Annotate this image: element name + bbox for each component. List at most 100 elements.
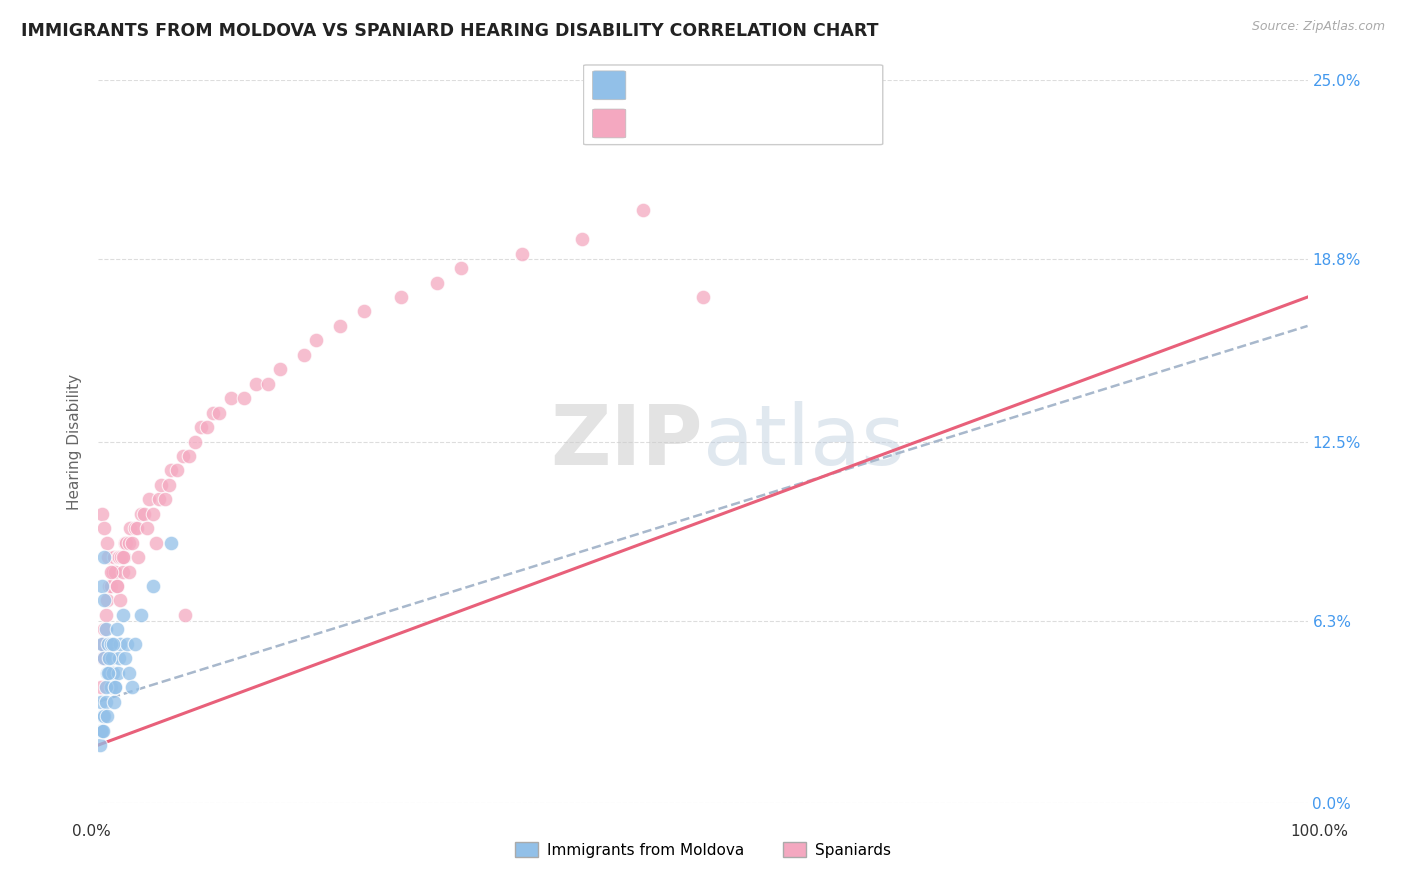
Point <box>129 507 152 521</box>
Point <box>103 695 125 709</box>
Point <box>96 593 118 607</box>
Point <box>100 565 122 579</box>
Point <box>91 651 114 665</box>
Point <box>389 290 412 304</box>
Point <box>98 665 121 680</box>
Point <box>91 723 114 738</box>
Text: IMMIGRANTS FROM MOLDOVA VS SPANIARD HEARING DISABILITY CORRELATION CHART: IMMIGRANTS FROM MOLDOVA VS SPANIARD HEAR… <box>21 22 879 40</box>
Point <box>129 607 152 622</box>
Point <box>631 203 654 218</box>
Point <box>115 535 138 549</box>
Text: 100.0%: 100.0% <box>1289 824 1348 838</box>
Point <box>150 478 173 492</box>
Text: N = 42: N = 42 <box>789 78 842 93</box>
Text: ZIP: ZIP <box>551 401 703 482</box>
Text: Source: ZipAtlas.com: Source: ZipAtlas.com <box>1251 20 1385 33</box>
Point <box>97 637 120 651</box>
Point <box>571 232 593 246</box>
Point <box>101 637 124 651</box>
Point <box>111 550 134 565</box>
Point <box>94 623 117 637</box>
Point <box>174 607 197 622</box>
Point <box>107 665 129 680</box>
FancyBboxPatch shape <box>592 109 626 138</box>
Point <box>153 492 176 507</box>
Point <box>121 535 143 549</box>
Point <box>112 550 135 565</box>
Point <box>93 623 115 637</box>
Point <box>269 362 291 376</box>
FancyBboxPatch shape <box>592 71 626 100</box>
Point <box>93 593 115 607</box>
Point <box>202 406 225 420</box>
Point <box>118 665 141 680</box>
Point <box>148 492 170 507</box>
Point <box>111 565 134 579</box>
Point <box>134 507 156 521</box>
Point <box>97 550 120 565</box>
Point <box>105 579 128 593</box>
Point <box>157 478 180 492</box>
Point <box>96 709 118 723</box>
Point <box>96 665 118 680</box>
Point <box>91 637 114 651</box>
Point <box>329 318 352 333</box>
Point <box>426 276 449 290</box>
Point <box>91 579 114 593</box>
Point <box>118 521 141 535</box>
Point <box>104 565 127 579</box>
Point <box>91 637 114 651</box>
Point <box>104 680 127 694</box>
Point <box>105 579 128 593</box>
Point <box>118 565 141 579</box>
Point <box>195 420 218 434</box>
Point <box>190 420 212 434</box>
Point <box>98 651 121 665</box>
Point <box>118 535 141 549</box>
Point <box>101 565 124 579</box>
Text: R =  0.490: R = 0.490 <box>631 116 720 131</box>
Point <box>138 492 160 507</box>
Point <box>93 709 115 723</box>
Text: 0.0%: 0.0% <box>72 824 111 838</box>
Point <box>256 376 278 391</box>
Point <box>117 637 139 651</box>
Point <box>90 680 112 694</box>
Point <box>305 334 328 348</box>
Point <box>142 579 165 593</box>
Legend: Immigrants from Moldova, Spaniards: Immigrants from Moldova, Spaniards <box>509 836 897 863</box>
Y-axis label: Hearing Disability: Hearing Disability <box>67 374 83 509</box>
Point <box>292 348 315 362</box>
Point <box>101 665 124 680</box>
Point <box>208 406 231 420</box>
Point <box>172 449 194 463</box>
Point <box>110 550 132 565</box>
Point <box>93 521 115 535</box>
Point <box>166 463 188 477</box>
Point <box>245 376 267 391</box>
Point <box>142 507 165 521</box>
Text: N = 71: N = 71 <box>789 116 842 131</box>
Point <box>90 723 112 738</box>
Point <box>127 521 149 535</box>
Point <box>108 651 131 665</box>
Point <box>692 290 714 304</box>
Point <box>93 651 115 665</box>
Point <box>100 680 122 694</box>
Point <box>184 434 207 449</box>
Point <box>108 637 131 651</box>
Text: atlas: atlas <box>703 401 904 482</box>
Point <box>450 261 472 276</box>
Point <box>232 391 254 405</box>
Point <box>100 565 122 579</box>
Point <box>90 695 112 709</box>
Point <box>96 535 118 549</box>
Point <box>94 607 117 622</box>
Point <box>94 680 117 694</box>
Point <box>98 579 121 593</box>
Point <box>145 535 167 549</box>
Point <box>114 535 136 549</box>
Point <box>94 695 117 709</box>
Point <box>124 637 146 651</box>
Point <box>111 607 134 622</box>
